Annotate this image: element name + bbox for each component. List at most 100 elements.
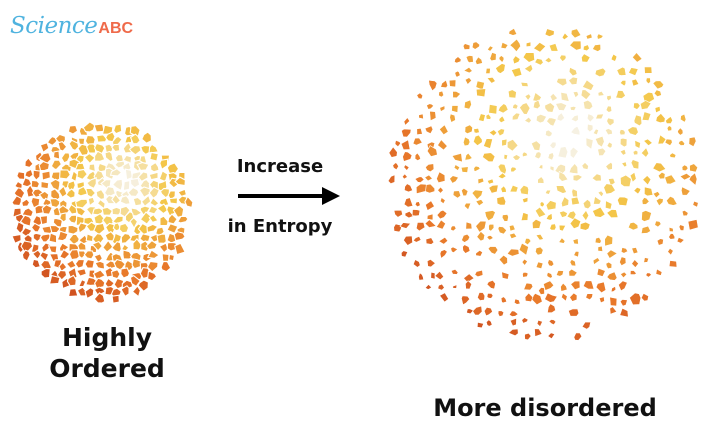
mosaic-tile <box>498 254 508 266</box>
mosaic-tile <box>534 58 544 66</box>
mosaic-tile <box>605 105 613 113</box>
mosaic-tile <box>508 310 519 317</box>
mosaic-tile <box>501 271 510 280</box>
mosaic-tile <box>439 292 449 303</box>
mosaic-tile <box>57 140 68 152</box>
mosaic-tile <box>167 213 178 225</box>
mosaic-tile <box>548 43 559 52</box>
mosaic-tile <box>534 328 543 337</box>
mosaic-tile <box>138 186 152 199</box>
mosaic-tile <box>522 52 535 63</box>
mosaic-tile <box>534 151 542 160</box>
mosaic-tile <box>632 149 639 156</box>
mosaic-tile <box>414 201 421 208</box>
mosaic-tile <box>488 104 498 115</box>
mosaic-tile <box>620 174 632 187</box>
mosaic-tile <box>449 113 456 123</box>
mosaic-tile <box>127 186 140 197</box>
mosaic-tile <box>77 241 87 251</box>
mosaic-tile <box>403 197 414 208</box>
mosaic-tile <box>568 66 578 77</box>
mosaic-tile <box>464 77 473 85</box>
mosaic-tile <box>568 76 578 86</box>
mosaic-tile <box>93 222 106 236</box>
mosaic-tile <box>497 226 507 235</box>
mosaic-tile <box>425 163 435 173</box>
mosaic-tile <box>428 79 438 92</box>
mosaic-tile <box>585 137 594 150</box>
mosaic-tile <box>641 197 650 205</box>
mosaic-tile <box>84 258 96 269</box>
mosaic-tile <box>475 88 487 98</box>
mosaic-tile <box>83 250 95 260</box>
mosaic-tile <box>616 66 627 76</box>
mosaic-tile <box>11 195 22 207</box>
mosaic-tile <box>159 215 169 227</box>
mosaic-tile <box>129 125 141 138</box>
mosaic-tile <box>655 197 664 207</box>
mosaic-tile <box>84 287 95 300</box>
mosaic-tile <box>629 171 637 183</box>
mosaic-tile <box>619 137 628 148</box>
mosaic-tile <box>561 196 570 208</box>
mosaic-tile <box>475 250 483 257</box>
mosaic-tile <box>156 203 169 215</box>
mosaic-tile <box>569 105 577 111</box>
mosaic-tile <box>676 236 685 244</box>
mosaic-tile <box>595 281 607 294</box>
mosaic-tile <box>641 111 652 121</box>
mosaic-tile <box>414 176 425 183</box>
mosaic-tile <box>503 153 509 160</box>
mosaic-tile <box>66 274 77 287</box>
mosaic-tile <box>644 186 654 197</box>
mosaic-tile <box>24 168 34 179</box>
mosaic-tile <box>606 271 618 281</box>
mosaic-tile <box>572 174 583 182</box>
mosaic-tile <box>388 146 398 158</box>
mosaic-tile <box>592 206 606 218</box>
mosaic-tile <box>475 220 487 233</box>
mosaic-tile <box>50 159 63 170</box>
mosaic-tile <box>118 222 130 234</box>
mosaic-tile <box>129 275 142 288</box>
mosaic-tile <box>31 258 42 269</box>
mosaic-tile <box>449 175 459 184</box>
mosaic-tile <box>604 234 614 247</box>
mosaic-tile <box>666 195 678 206</box>
mosaic-tile <box>501 138 508 147</box>
mosaic-tile <box>488 184 499 194</box>
mosaic-tile <box>520 81 529 87</box>
mosaic-tile <box>95 134 108 143</box>
mosaic-tile <box>630 159 640 170</box>
mosaic-tile <box>681 164 689 172</box>
mosaic-tile <box>412 236 422 243</box>
mosaic-tile <box>640 292 649 302</box>
mosaic-tile <box>452 190 462 199</box>
mosaic-tile <box>402 151 413 162</box>
mosaic-tile <box>464 152 473 161</box>
mosaic-tile <box>644 66 653 74</box>
mosaic-tile <box>581 209 590 222</box>
mosaic-tile <box>544 189 552 195</box>
mosaic-tile <box>486 45 494 52</box>
mosaic-tile <box>471 41 481 50</box>
mosaic-tile <box>629 270 637 275</box>
mosaic-tile <box>498 115 506 124</box>
mosaic-tile <box>535 113 547 124</box>
mosaic-tile <box>74 198 89 209</box>
mosaic-tile <box>38 190 50 201</box>
mosaic-tile <box>58 248 71 260</box>
mosaic-tile <box>617 196 629 207</box>
mosaic-tile <box>582 44 590 52</box>
mosaic-tile <box>461 295 471 306</box>
mosaic-tile <box>560 91 570 103</box>
mosaic-tile <box>464 124 473 134</box>
mosaic-tile <box>512 154 521 161</box>
mosaic-tile <box>605 261 613 270</box>
mosaic-tile <box>139 211 153 225</box>
mosaic-tile <box>161 253 170 262</box>
mosaic-tile <box>77 250 87 260</box>
mosaic-tile <box>465 280 473 290</box>
mosaic-tile <box>615 90 626 99</box>
mosaic-tile <box>668 233 676 240</box>
